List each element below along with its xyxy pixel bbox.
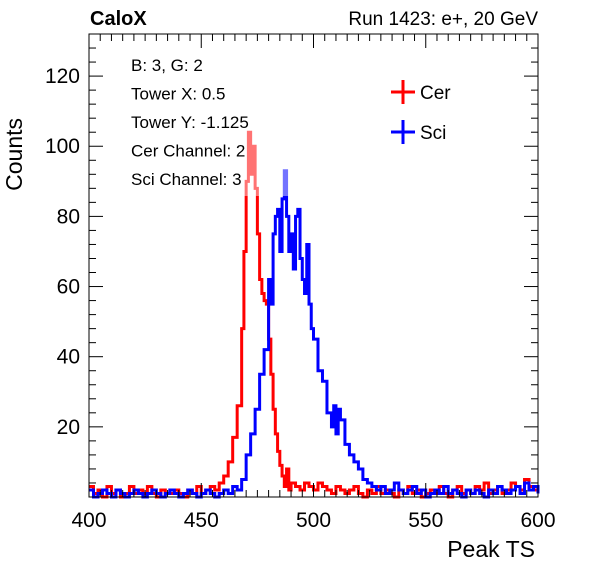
legend-label: Sci — [420, 123, 446, 144]
header-left: CaloX — [90, 8, 147, 30]
info-line: B: 3, G: 2 — [131, 56, 203, 75]
series-layer — [89, 130, 540, 499]
info-line: Tower Y: -1.125 — [131, 113, 249, 132]
series-sci-line — [89, 169, 540, 499]
x-tick-label: 550 — [408, 509, 443, 532]
y-axis-title: Counts — [1, 118, 27, 191]
x-tick-label: 500 — [296, 509, 331, 532]
y-tick-label: 100 — [45, 135, 80, 158]
header-right: Run 1423: e+, 20 GeV — [348, 9, 538, 30]
y-tick-label: 80 — [57, 205, 80, 228]
x-tick-label: 400 — [71, 509, 106, 532]
y-tick-label: 120 — [45, 65, 80, 88]
y-tick-label: 60 — [57, 276, 80, 299]
info-line: Tower X: 0.5 — [131, 85, 226, 104]
info-box-background — [118, 48, 360, 196]
info-line: Sci Channel: 3 — [131, 170, 242, 189]
legend-label: Cer — [420, 83, 451, 104]
x-tick-label: 450 — [184, 509, 219, 532]
x-axis-title: Peak TS — [447, 536, 535, 562]
legend-entry-sci: Sci — [391, 120, 446, 144]
legend: Cer Sci — [391, 80, 451, 144]
legend-entry-cer: Cer — [391, 80, 451, 104]
y-tick-label: 20 — [57, 416, 80, 439]
ticks-layer: 400 450 500 550 600 20 40 60 80 100 120 — [45, 33, 556, 532]
plot-frame — [88, 33, 539, 498]
info-box: B: 3, G: 2 Tower X: 0.5 Tower Y: -1.125 Cer… — [118, 48, 360, 196]
info-line: Cer Channel: 2 — [131, 142, 245, 161]
y-tick-label: 40 — [57, 346, 80, 369]
x-tick-label: 600 — [520, 509, 555, 532]
